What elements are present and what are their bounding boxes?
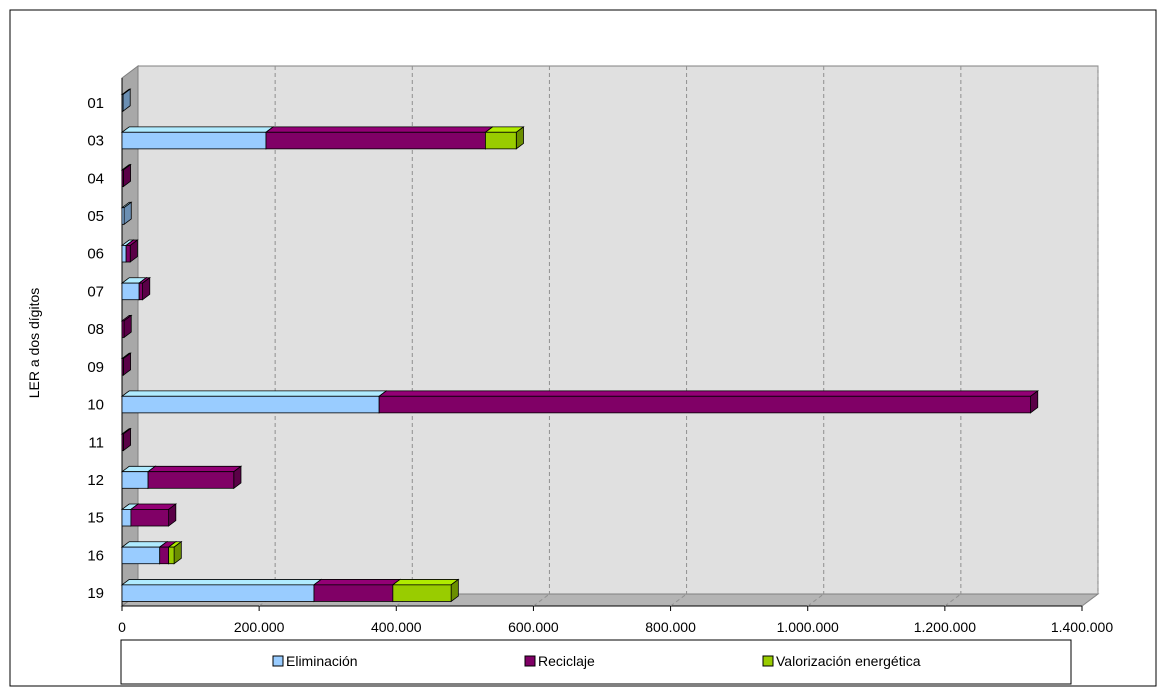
y-tick-label: 12 xyxy=(87,472,104,489)
bar-front xyxy=(122,585,314,602)
bar-segment-valorizaci-n-energ-tica-19 xyxy=(393,579,458,601)
bar-front xyxy=(122,396,379,413)
bar-top xyxy=(148,466,241,471)
bar-front xyxy=(122,245,126,262)
bar-front xyxy=(160,547,169,564)
y-tick-label: 07 xyxy=(87,283,104,300)
y-tick-label: 03 xyxy=(87,133,104,150)
x-tick-label: 200.000 xyxy=(234,619,285,635)
bar-front xyxy=(122,132,266,149)
y-axis-label: LER a dos dígitos xyxy=(26,288,42,399)
bar-front xyxy=(266,132,485,149)
bar-front xyxy=(122,321,124,338)
bar-segment-reciclaje-19 xyxy=(314,579,400,601)
bar-front xyxy=(126,245,130,262)
y-tick-label: 19 xyxy=(87,585,104,602)
bar-front xyxy=(169,547,174,564)
bar-front xyxy=(379,396,1030,413)
bar-segment-reciclaje-03 xyxy=(266,127,493,149)
legend-swatch xyxy=(525,656,535,666)
legend-item-valorizaci-n-energ-tica: Valorización energética xyxy=(763,653,921,669)
bar-front xyxy=(122,547,160,564)
bar-top xyxy=(393,579,458,584)
y-tick-label: 08 xyxy=(87,321,104,338)
bar-front xyxy=(122,434,123,451)
bar-top xyxy=(122,391,386,396)
bar-segment-eliminaci-n-10 xyxy=(122,391,386,413)
bar-front xyxy=(485,132,516,149)
bar-front xyxy=(122,359,123,376)
bar-front xyxy=(393,585,451,602)
y-tick-label: 04 xyxy=(87,170,104,187)
bar-top xyxy=(122,579,321,584)
x-tick-label: 0 xyxy=(118,619,126,635)
bar-segment-reciclaje-12 xyxy=(148,466,241,488)
legend-item-eliminaci-n: Eliminación xyxy=(273,653,358,669)
bar-top xyxy=(122,127,273,132)
y-tick-label: 10 xyxy=(87,397,104,414)
bar-front xyxy=(122,509,131,526)
legend: Eliminación Reciclaje Valorización energét… xyxy=(121,640,1071,684)
bar-front xyxy=(122,283,139,300)
legend-swatch xyxy=(763,656,773,666)
bar-segment-eliminaci-n-03 xyxy=(122,127,273,149)
bar-front xyxy=(139,283,142,300)
bar-top xyxy=(379,391,1038,396)
bar-top xyxy=(266,127,493,132)
bar-segment-reciclaje-15 xyxy=(131,504,176,526)
x-tick-label: 1.000.000 xyxy=(777,619,839,635)
x-tick-label: 800.000 xyxy=(645,619,696,635)
legend-swatch xyxy=(273,656,283,666)
bar-top xyxy=(314,579,400,584)
bar-front xyxy=(314,585,393,602)
bar-front xyxy=(131,509,169,526)
bar-front xyxy=(148,472,234,489)
y-tick-label: 16 xyxy=(87,547,104,564)
x-tick-label: 600.000 xyxy=(508,619,559,635)
bar-segment-reciclaje-10 xyxy=(379,391,1038,413)
bar-front xyxy=(122,208,124,225)
x-tick-label: 1.200.000 xyxy=(914,619,976,635)
bar-front xyxy=(122,95,123,112)
y-tick-label: 05 xyxy=(87,208,104,225)
y-tick-label: 15 xyxy=(87,510,104,527)
y-tick-label: 11 xyxy=(88,434,104,451)
legend-label: Eliminación xyxy=(286,653,358,669)
y-tick-label: 09 xyxy=(87,359,104,376)
legend-label: Valorización energética xyxy=(776,653,921,669)
y-tick-label: 01 xyxy=(87,95,104,112)
legend-box xyxy=(121,640,1071,684)
x-tick-label: 1.400.000 xyxy=(1051,619,1113,635)
x-tick-label: 400.000 xyxy=(371,619,422,635)
legend-label: Reciclaje xyxy=(538,653,595,669)
bar-segment-valorizaci-n-energ-tica-03 xyxy=(485,127,523,149)
bar-front xyxy=(122,472,148,489)
bar-front xyxy=(122,170,123,187)
bar-segment-eliminaci-n-19 xyxy=(122,579,321,601)
y-tick-label: 06 xyxy=(87,246,104,263)
